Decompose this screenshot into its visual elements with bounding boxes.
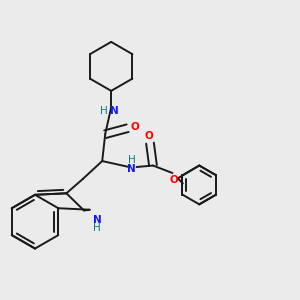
Text: O: O (131, 122, 140, 132)
Text: O: O (144, 131, 153, 141)
Text: O: O (169, 175, 178, 184)
Text: N: N (93, 215, 101, 225)
Text: N: N (127, 164, 136, 173)
Text: N: N (110, 106, 119, 116)
Text: H: H (128, 154, 135, 165)
Text: H: H (93, 223, 101, 233)
Text: H: H (100, 106, 108, 116)
